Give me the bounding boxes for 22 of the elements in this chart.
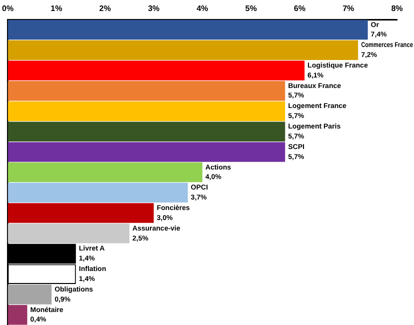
bar [8,162,202,182]
bar [8,142,286,162]
bar [8,304,28,325]
bar [8,284,52,304]
x-tick-label: 2% [99,4,111,14]
bar [8,203,154,223]
bar [8,182,188,203]
bar [8,122,286,142]
x-tick-label: 5% [245,4,257,14]
bar [8,101,286,122]
x-tick-label: 0% [2,4,14,14]
x-tick-label: 7% [342,4,354,14]
bar [8,60,305,80]
x-tick-label: 4% [196,4,208,14]
x-tick-label: 6% [294,4,306,14]
x-tick-label: 8% [391,4,403,14]
bar [8,224,130,244]
x-tick-label: 1% [50,4,62,14]
bar [8,80,286,101]
x-tick-label: 3% [148,4,160,14]
bar [8,20,368,40]
bar [8,40,358,60]
